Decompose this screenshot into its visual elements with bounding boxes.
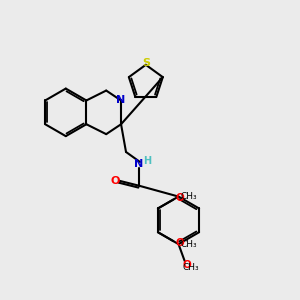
Text: H: H bbox=[143, 156, 151, 166]
Text: CH₃: CH₃ bbox=[181, 192, 197, 201]
Text: N: N bbox=[134, 159, 143, 169]
Text: O: O bbox=[175, 193, 184, 202]
Text: CH₃: CH₃ bbox=[182, 263, 199, 272]
Text: S: S bbox=[142, 58, 150, 68]
Text: N: N bbox=[116, 95, 126, 106]
Text: O: O bbox=[110, 176, 120, 186]
Text: O: O bbox=[183, 260, 191, 270]
Text: O: O bbox=[175, 238, 184, 248]
Text: CH₃: CH₃ bbox=[181, 240, 197, 249]
